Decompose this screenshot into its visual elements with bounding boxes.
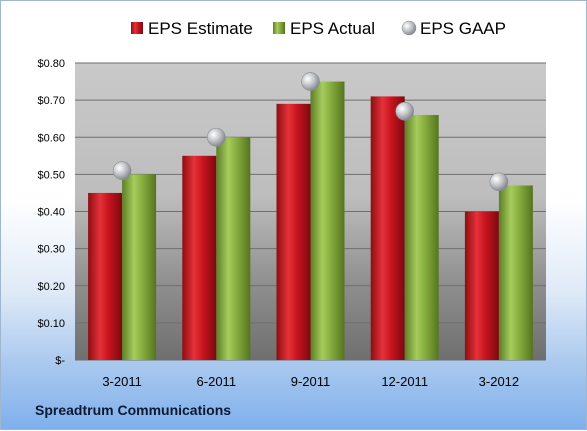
gaap-marker (207, 127, 226, 147)
bar-eps-estimate (370, 96, 405, 360)
y-tick-label: $0.60 (37, 132, 65, 144)
x-axis: 3-2011 6-2011 9-2011 12-2011 3-2012 (102, 374, 519, 389)
x-tick-label: 12-2011 (381, 374, 428, 389)
y-tick-label: $0.40 (37, 207, 65, 219)
gaap-markers (112, 72, 509, 192)
gaap-marker (301, 72, 320, 91)
bar-eps-actual (310, 81, 345, 360)
bar-eps-actual (122, 174, 157, 360)
legend: EPS Estimate EPS Actual EPS GAAP (131, 19, 506, 38)
y-axis: $- $0.10 $0.20 $0.30 $0.40 $0.50 $0.60 $0.70 $0.… (37, 58, 65, 367)
legend-swatch (401, 20, 417, 36)
x-tick-label: 3-2011 (102, 374, 142, 389)
legend-label: EPS Estimate (148, 19, 253, 38)
bars (88, 81, 533, 361)
bar-eps-estimate (276, 103, 311, 361)
legend-swatch (131, 22, 143, 34)
bar-eps-estimate (464, 211, 499, 360)
y-tick-label: $- (55, 355, 65, 367)
y-tick-label: $0.30 (37, 244, 65, 256)
gaap-marker (395, 101, 415, 121)
x-tick-label: 6-2011 (197, 374, 237, 389)
x-tick-label: 3-2012 (479, 374, 519, 389)
gaap-marker (489, 172, 509, 192)
bar-eps-estimate (182, 155, 217, 360)
company-name: Spreadtrum Communications (35, 402, 232, 418)
bar-eps-actual (498, 185, 533, 360)
bar-eps-actual (216, 137, 251, 360)
y-tick-label: $0.70 (37, 95, 65, 107)
bar-eps-estimate (88, 192, 123, 360)
legend-label: EPS GAAP (420, 19, 506, 38)
legend-label: EPS Actual (290, 19, 375, 38)
y-tick-label: $0.80 (37, 58, 65, 70)
x-tick-label: 9-2011 (291, 374, 331, 389)
y-tick-label: $0.50 (37, 169, 65, 181)
legend-swatch (273, 22, 285, 34)
y-tick-label: $0.10 (37, 318, 65, 330)
bar-eps-actual (404, 114, 439, 360)
gaap-marker (112, 161, 132, 180)
y-tick-label: $0.20 (37, 281, 65, 293)
